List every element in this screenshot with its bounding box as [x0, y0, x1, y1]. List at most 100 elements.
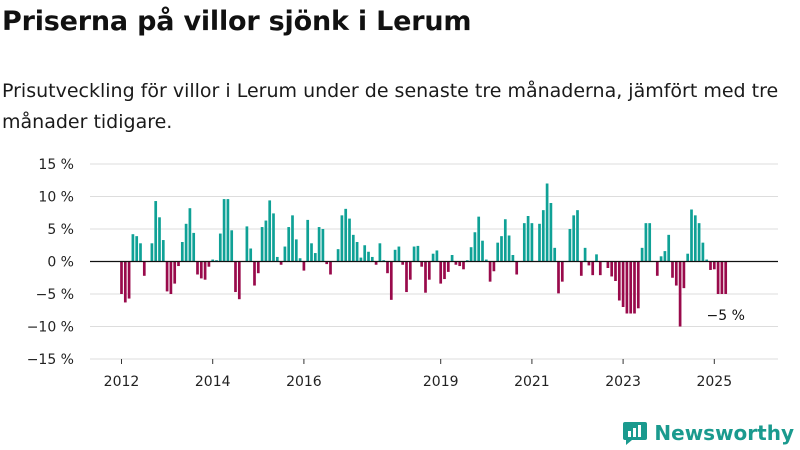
bar	[614, 261, 617, 281]
bar	[310, 243, 313, 262]
bar	[287, 227, 291, 262]
bar	[522, 223, 526, 262]
x-tick-label: 2014	[195, 374, 231, 390]
bar	[196, 261, 199, 275]
bar	[446, 261, 450, 272]
bar	[503, 219, 507, 262]
bar	[553, 247, 557, 262]
bar	[595, 254, 598, 262]
x-tick-label: 2016	[286, 374, 322, 390]
bar	[264, 220, 268, 262]
newsworthy-brand: Newsworthy	[622, 420, 794, 446]
y-tick-label: 5 %	[47, 222, 74, 238]
bar	[427, 261, 431, 280]
bar	[245, 226, 249, 262]
bar	[249, 248, 253, 262]
bar	[450, 255, 454, 262]
bar	[640, 247, 644, 262]
bar	[416, 245, 420, 262]
x-tick-label: 2023	[605, 374, 641, 390]
bar	[686, 253, 690, 262]
bar	[701, 242, 705, 262]
bar	[150, 243, 154, 262]
y-tick-label: 10 %	[38, 190, 74, 206]
bar	[720, 261, 724, 294]
bar	[180, 242, 184, 262]
bar	[161, 240, 165, 262]
bar	[591, 261, 595, 276]
bar	[659, 256, 663, 262]
bar	[256, 261, 260, 274]
bar	[325, 261, 329, 265]
bar	[644, 223, 648, 262]
bar	[697, 223, 701, 262]
bar	[435, 250, 439, 262]
newsworthy-logo-icon	[623, 422, 648, 445]
bar	[507, 235, 511, 262]
bar	[443, 261, 446, 280]
bar	[682, 261, 686, 289]
bar	[598, 261, 602, 276]
bar	[389, 261, 393, 300]
bar	[678, 261, 682, 327]
bar	[336, 249, 340, 262]
bar	[374, 261, 378, 265]
bar	[165, 261, 169, 292]
bar	[636, 261, 640, 309]
bar	[393, 249, 397, 262]
bar	[359, 257, 363, 262]
bar	[439, 261, 443, 284]
y-tick-label: 15 %	[38, 157, 74, 173]
chart-title: Priserna på villor sjönk i Lerum	[2, 6, 472, 37]
bar	[226, 199, 230, 262]
bar	[203, 261, 207, 280]
bar	[690, 209, 693, 262]
bar	[405, 261, 408, 293]
x-tick-label: 2021	[514, 374, 550, 390]
x-tick-label: 2012	[104, 374, 140, 390]
bar	[211, 259, 215, 262]
bar	[222, 199, 226, 262]
bar	[329, 261, 332, 275]
bar	[671, 261, 674, 278]
bar	[458, 261, 462, 267]
bar	[492, 261, 496, 272]
bar	[576, 210, 579, 262]
bar	[401, 261, 405, 265]
bar	[344, 208, 348, 262]
bar	[127, 261, 131, 299]
bar	[663, 251, 667, 262]
last-value-annotation: −5 %	[707, 308, 745, 324]
bar	[218, 233, 222, 262]
bar	[158, 217, 161, 262]
bar	[154, 201, 158, 262]
bar	[712, 261, 716, 270]
bar	[648, 223, 652, 262]
x-tick-label: 2025	[696, 374, 732, 390]
bar	[135, 236, 139, 262]
bar	[625, 261, 629, 314]
bar	[481, 240, 484, 262]
bar	[420, 261, 424, 267]
bar	[188, 208, 192, 262]
bar	[473, 232, 477, 262]
bar	[317, 227, 321, 262]
bar	[363, 245, 367, 262]
bar	[340, 215, 344, 262]
bar	[169, 261, 173, 294]
bar	[454, 261, 458, 265]
bar	[351, 234, 355, 262]
bar	[549, 203, 553, 262]
bar	[667, 234, 671, 262]
bar	[283, 246, 287, 262]
bar	[538, 223, 541, 262]
bar	[621, 261, 625, 307]
bar	[500, 236, 503, 262]
bar	[177, 261, 180, 267]
bar	[477, 216, 481, 262]
bar	[655, 261, 659, 276]
x-tick-label: 2019	[423, 374, 459, 390]
bar	[424, 261, 427, 293]
bar	[568, 229, 572, 262]
bar	[526, 216, 530, 262]
